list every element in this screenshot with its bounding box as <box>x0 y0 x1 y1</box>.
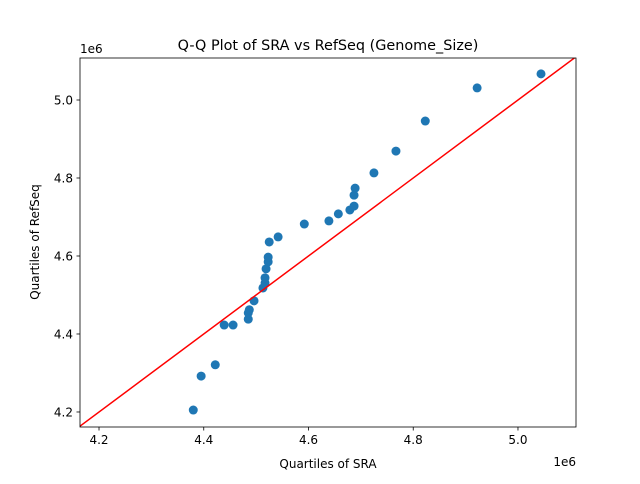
data-point <box>244 305 254 315</box>
data-point <box>243 314 253 324</box>
chart-title: Q-Q Plot of SRA vs RefSeq (Genome_Size) <box>178 38 479 54</box>
data-point <box>350 183 360 193</box>
x-offset-label: 1e6 <box>553 455 576 469</box>
data-point <box>420 116 430 126</box>
data-point <box>472 83 482 93</box>
data-point <box>249 296 259 306</box>
data-point <box>273 232 283 242</box>
data-point <box>349 201 359 211</box>
y-tick-label: 4.8 <box>54 171 73 185</box>
y-offset-label: 1e6 <box>80 42 103 56</box>
x-tick-label: 4.2 <box>89 433 108 447</box>
data-point <box>228 320 238 330</box>
x-tick-label: 5.0 <box>508 433 527 447</box>
data-point <box>196 371 206 381</box>
reference-line <box>80 58 576 427</box>
data-point <box>219 320 229 330</box>
x-tick-label: 4.4 <box>194 433 213 447</box>
data-point <box>299 219 309 229</box>
y-tick-label: 4.2 <box>54 405 73 419</box>
data-point <box>333 209 343 219</box>
data-point <box>188 405 198 415</box>
data-point <box>324 216 334 226</box>
y-tick-label: 4.4 <box>54 327 73 341</box>
x-tick-label: 4.8 <box>404 433 423 447</box>
x-tick-label: 4.6 <box>299 433 318 447</box>
data-point <box>264 237 274 247</box>
y-tick-label: 4.6 <box>54 249 73 263</box>
data-point <box>261 264 271 274</box>
data-point <box>263 252 273 262</box>
data-point <box>369 168 379 178</box>
x-axis-label: Quartiles of SRA <box>279 457 377 471</box>
data-point <box>536 69 546 79</box>
data-point <box>391 146 401 156</box>
y-tick-label: 5.0 <box>54 94 73 108</box>
plot-frame <box>79 57 577 428</box>
y-axis-label: Quartiles of RefSeq <box>28 184 42 300</box>
data-point <box>349 190 359 200</box>
data-point <box>260 273 270 283</box>
data-point <box>210 360 220 370</box>
